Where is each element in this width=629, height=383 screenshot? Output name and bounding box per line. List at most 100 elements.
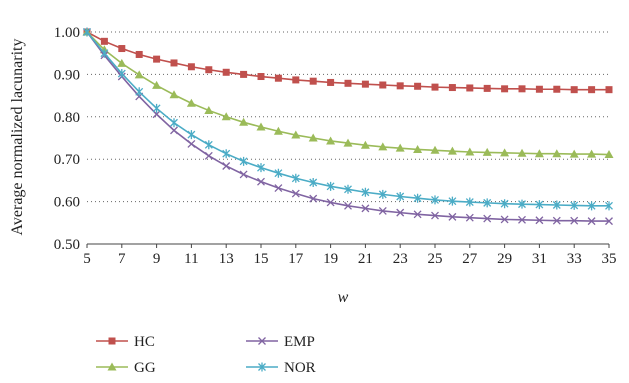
data-point-hc bbox=[309, 77, 317, 85]
x-tick-label: 9 bbox=[153, 251, 161, 267]
x-tick-label: 23 bbox=[393, 251, 408, 267]
data-point-gg bbox=[169, 90, 179, 99]
series-hc bbox=[83, 28, 613, 94]
data-point-nor bbox=[535, 200, 544, 210]
data-point-hc bbox=[222, 68, 230, 76]
legend-item-emp: EMP bbox=[246, 334, 315, 350]
data-point-nor bbox=[483, 198, 492, 208]
data-point-gg bbox=[430, 145, 440, 154]
data-point-hc bbox=[344, 79, 352, 87]
data-point-emp bbox=[326, 198, 335, 207]
data-point-hc bbox=[135, 50, 143, 58]
data-point-emp bbox=[378, 206, 387, 215]
data-point-emp bbox=[344, 201, 352, 210]
data-point-gg bbox=[587, 149, 597, 158]
data-point-nor bbox=[257, 163, 265, 173]
data-point-hc bbox=[431, 83, 439, 91]
x-tick-label: 19 bbox=[323, 251, 338, 267]
data-point-emp bbox=[361, 204, 370, 213]
series-group bbox=[82, 27, 614, 226]
legend-marker-emp bbox=[258, 337, 266, 345]
x-tick-label: 17 bbox=[288, 251, 304, 267]
data-point-nor bbox=[152, 103, 161, 113]
data-point-nor bbox=[309, 178, 318, 188]
data-point-nor bbox=[396, 192, 405, 202]
legend-marker-hc bbox=[108, 337, 116, 345]
data-point-emp bbox=[413, 210, 422, 219]
data-point-gg bbox=[482, 147, 492, 156]
series-line-nor bbox=[86, 31, 609, 207]
data-point-hc bbox=[100, 37, 108, 45]
data-point-gg bbox=[291, 130, 301, 139]
data-point-nor bbox=[361, 187, 370, 197]
y-tick-label: 0.90 bbox=[54, 67, 80, 83]
data-point-emp bbox=[222, 162, 231, 170]
data-point-hc bbox=[518, 85, 526, 93]
data-point-emp bbox=[170, 126, 178, 135]
y-tick-label: 1.00 bbox=[54, 25, 80, 41]
data-point-nor bbox=[222, 149, 231, 159]
x-tick-label: 31 bbox=[532, 251, 547, 267]
data-point-hc bbox=[187, 63, 195, 71]
data-point-emp bbox=[204, 151, 213, 160]
data-point-emp bbox=[431, 211, 439, 220]
data-point-emp bbox=[518, 215, 526, 224]
data-point-hc bbox=[588, 86, 596, 94]
data-point-emp bbox=[396, 208, 405, 217]
data-point-gg bbox=[604, 150, 614, 159]
data-point-emp bbox=[552, 216, 561, 225]
x-tick-label: 15 bbox=[254, 251, 269, 267]
data-point-nor bbox=[239, 156, 248, 166]
x-tick-label: 33 bbox=[567, 251, 582, 267]
y-tick-label: 0.50 bbox=[54, 237, 80, 253]
legend-item-hc: HC bbox=[96, 334, 155, 350]
data-point-gg bbox=[239, 117, 249, 126]
data-point-gg bbox=[395, 143, 405, 152]
data-point-gg bbox=[360, 140, 370, 149]
data-point-nor bbox=[431, 195, 439, 205]
data-point-nor bbox=[100, 48, 109, 58]
series-gg bbox=[82, 27, 614, 159]
series-line-gg bbox=[86, 31, 610, 156]
data-point-emp bbox=[448, 212, 457, 221]
data-point-nor bbox=[326, 181, 335, 191]
data-point-hc bbox=[570, 86, 578, 94]
data-point-gg bbox=[465, 147, 475, 156]
data-point-emp bbox=[187, 139, 196, 148]
data-point-gg bbox=[117, 58, 127, 67]
y-axis-title: Average normalized lacunarity bbox=[9, 39, 26, 236]
data-point-gg bbox=[326, 136, 336, 145]
data-point-nor bbox=[170, 118, 178, 128]
axes: 0.50 0.60 0.70 0.80 0.90 1.00 5 7 9 11 13 15 17 19 21 2… bbox=[54, 25, 617, 267]
data-point-nor bbox=[605, 201, 613, 211]
data-point-gg bbox=[552, 149, 562, 158]
data-point-gg bbox=[447, 146, 457, 155]
data-point-nor bbox=[465, 197, 474, 207]
data-point-nor bbox=[570, 200, 579, 210]
data-point-nor bbox=[448, 196, 457, 206]
series-nor bbox=[83, 27, 613, 211]
data-point-hc bbox=[396, 82, 404, 90]
data-point-emp bbox=[587, 217, 596, 226]
data-point-emp bbox=[570, 216, 579, 225]
legend-marker-gg bbox=[107, 362, 117, 371]
legend-label-hc: HC bbox=[134, 334, 155, 350]
data-point-gg bbox=[500, 148, 510, 157]
data-point-gg bbox=[152, 80, 162, 89]
x-tick-label: 27 bbox=[462, 251, 478, 267]
data-point-gg bbox=[534, 149, 544, 158]
legend-label-nor: NOR bbox=[284, 360, 316, 376]
data-point-hc bbox=[240, 70, 248, 78]
x-axis-title: w bbox=[338, 289, 349, 306]
data-point-hc bbox=[292, 76, 300, 84]
data-point-nor bbox=[274, 168, 283, 178]
x-tick-label: 13 bbox=[219, 251, 234, 267]
legend-marker-nor bbox=[258, 362, 266, 372]
data-point-emp bbox=[483, 214, 492, 223]
legend: HC GG EMP NOR bbox=[96, 334, 316, 376]
x-tick-label: 35 bbox=[602, 251, 617, 267]
data-point-nor bbox=[378, 189, 387, 199]
x-tick-label: 29 bbox=[497, 251, 512, 267]
data-point-nor bbox=[552, 200, 561, 210]
